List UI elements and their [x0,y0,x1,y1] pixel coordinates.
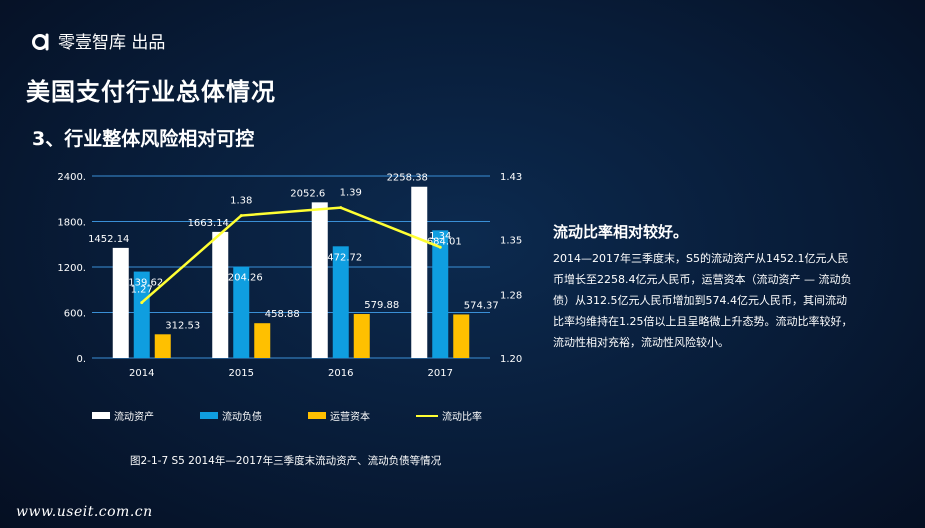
footer-url: www.useit.com.cn [16,504,153,520]
legend-swatch-current-assets [92,412,110,419]
chart-caption: 图2-1-7 S5 2014年—2017年三季度末流动资产、流动负债等情况 [130,455,442,467]
line-label-2015: 1.38 [230,196,252,207]
legend-label-current-assets: 流动资产 [114,412,154,423]
bar-2014-2 [154,334,171,358]
line-current-ratio [140,206,441,304]
x-tick-label-2016: 2016 [328,368,353,379]
bar-2015-2 [254,323,271,358]
bar-label-2015-2: 458.88 [265,309,300,320]
bar-label-2014-0: 1452.14 [88,234,129,245]
brand: 零壹智库 出品 [30,28,165,53]
right-tick-label: 1.28 [500,291,522,302]
bar-label-2016-1: 472.72 [327,252,362,263]
bar-2015-0 [212,231,229,358]
bar-2014-1 [133,271,150,358]
left-tick-label: 1200. [57,263,86,274]
bar-label-2014-1: 139.62 [128,278,163,289]
line-point-2017 [438,245,442,249]
bar-2017-2 [453,314,470,358]
legend-item-working-capital: 运营资本 [308,408,370,423]
right-tick-label: 1.43 [500,172,522,183]
x-tick-label-2014: 2014 [129,368,154,379]
section-subtitle: 3、行业整体风险相对可控 [32,128,255,150]
bar-label-2015-0: 1663.14 [188,218,229,229]
bar-label-2016-2: 579.88 [364,300,399,311]
bar-2016-1 [332,246,349,358]
chart-legend: 流动资产 流动负债 运营资本 流动比率 [92,408,528,423]
bar-label-2014-2: 312.53 [165,320,200,331]
line-label-2016: 1.39 [340,188,362,199]
bar-label-2017-1: 684.01 [427,236,462,247]
line-point-2014 [140,301,144,305]
bar-2016-2 [353,314,370,358]
left-tick-label: 1800. [57,218,86,229]
left-tick-label: 0. [76,354,86,365]
bar-2015-1 [233,266,250,358]
legend-swatch-working-capital [308,412,326,419]
legend-label-current-ratio: 流动比率 [442,412,482,423]
line-point-2015 [239,214,243,218]
legend-item-current-assets: 流动资产 [92,408,154,423]
x-tick-label-2017: 2017 [428,368,453,379]
right-tick-label: 1.35 [500,235,522,246]
line-point-2016 [339,206,343,210]
x-tick-label-2015: 2015 [229,368,254,379]
page-title: 美国支付行业总体情况 [26,78,276,106]
line-label-2017: 1.34 [429,231,451,242]
legend-item-current-ratio: 流动比率 [416,408,482,423]
left-tick-label: 2400. [57,172,86,183]
legend-item-current-liabilities: 流动负债 [200,408,262,423]
bar-2014-0 [112,247,129,358]
legend-label-current-liabilities: 流动负债 [222,412,262,423]
bar-label-2016-0: 2052.6 [290,188,325,199]
legend-label-working-capital: 运营资本 [330,412,370,423]
bar-2016-0 [311,202,328,358]
bar-label-2017-0: 2258.38 [387,173,428,184]
bar-label-2015-1: 204.26 [228,273,263,284]
left-tick-label: 600. [64,309,86,320]
legend-line-current-ratio [416,414,438,417]
side-title: 流动比率相对较好。 [553,223,689,241]
brand-name: 零壹智库 出品 [58,33,166,53]
bar-2017-1 [432,230,449,358]
right-tick-label: 1.20 [500,354,522,365]
bar-2017-0 [411,186,428,358]
bar-label-2017-2: 574.37 [464,300,499,311]
side-text: 2014—2017年三季度末，S5的流动资产从1452.1亿元人民币增长至225… [553,252,853,349]
line-label-2014: 1.27 [131,285,153,296]
legend-swatch-current-liabilities [200,412,218,419]
brand-a-icon [32,33,49,50]
